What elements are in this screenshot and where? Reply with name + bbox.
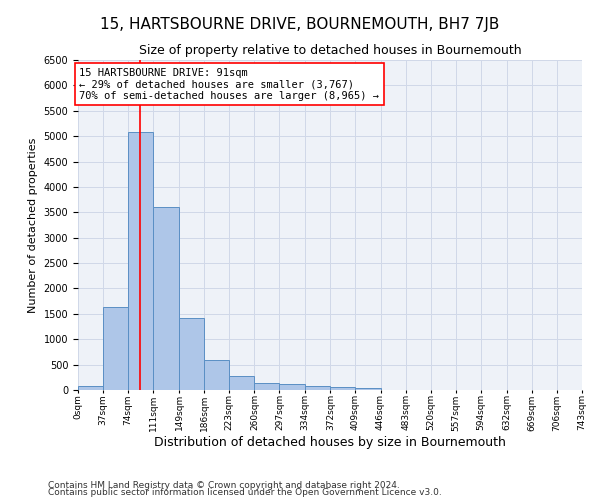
Bar	[280, 384, 305, 390]
Bar	[305, 386, 331, 390]
Text: 15 HARTSBOURNE DRIVE: 91sqm
← 29% of detached houses are smaller (3,767)
70% of : 15 HARTSBOURNE DRIVE: 91sqm ← 29% of det…	[79, 68, 379, 101]
Text: Contains HM Land Registry data © Crown copyright and database right 2024.: Contains HM Land Registry data © Crown c…	[48, 480, 400, 490]
Bar	[229, 376, 254, 390]
X-axis label: Distribution of detached houses by size in Bournemouth: Distribution of detached houses by size …	[154, 436, 506, 449]
Bar	[254, 384, 280, 390]
Bar	[128, 132, 153, 390]
Text: Contains public sector information licensed under the Open Government Licence v3: Contains public sector information licen…	[48, 488, 442, 497]
Text: 15, HARTSBOURNE DRIVE, BOURNEMOUTH, BH7 7JB: 15, HARTSBOURNE DRIVE, BOURNEMOUTH, BH7 …	[100, 18, 500, 32]
Y-axis label: Number of detached properties: Number of detached properties	[28, 138, 38, 312]
Bar	[179, 318, 204, 390]
Bar	[355, 388, 380, 390]
Bar	[153, 207, 179, 390]
Title: Size of property relative to detached houses in Bournemouth: Size of property relative to detached ho…	[139, 44, 521, 58]
Bar	[78, 386, 103, 390]
Bar	[204, 360, 229, 390]
Bar	[331, 387, 355, 390]
Bar	[103, 307, 128, 390]
